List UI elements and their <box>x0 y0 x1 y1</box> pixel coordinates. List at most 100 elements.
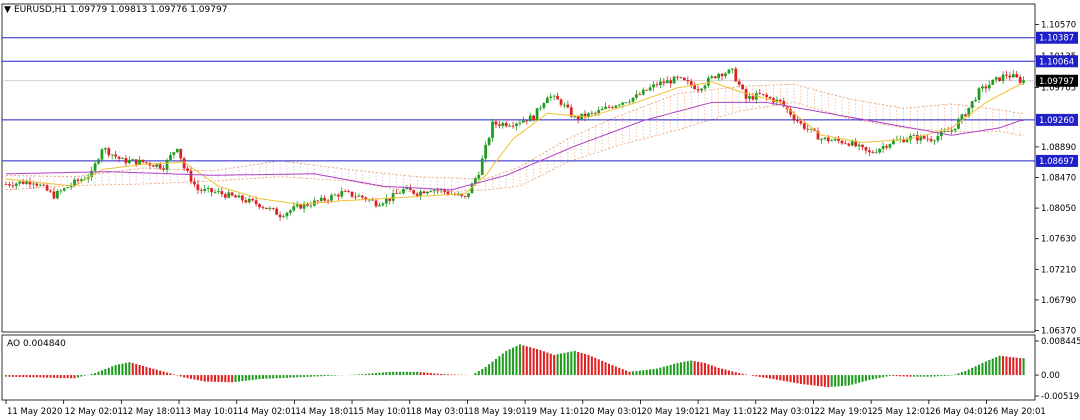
candle[interactable] <box>484 141 488 163</box>
candle[interactable] <box>402 187 405 195</box>
candle[interactable] <box>289 209 292 216</box>
candle[interactable] <box>960 113 964 124</box>
candle[interactable] <box>713 75 717 79</box>
candle[interactable] <box>121 156 124 159</box>
candle[interactable] <box>76 177 80 185</box>
candle[interactable] <box>953 128 957 133</box>
candle[interactable] <box>888 143 892 150</box>
candle[interactable] <box>761 93 765 97</box>
candle[interactable] <box>518 119 522 127</box>
candle[interactable] <box>802 121 806 131</box>
candle[interactable] <box>343 189 347 192</box>
candle[interactable] <box>655 81 659 88</box>
candle[interactable] <box>395 189 398 194</box>
candle[interactable] <box>32 181 35 189</box>
candle[interactable] <box>744 87 748 103</box>
candle[interactable] <box>967 107 971 118</box>
candle[interactable] <box>741 84 744 91</box>
candle[interactable] <box>662 77 666 87</box>
candle[interactable] <box>52 187 56 200</box>
candle[interactable] <box>93 160 97 174</box>
candle[interactable] <box>535 108 539 121</box>
candle[interactable] <box>480 155 484 176</box>
candle[interactable] <box>97 158 100 166</box>
candle[interactable] <box>189 166 193 185</box>
candle[interactable] <box>696 85 700 94</box>
candle[interactable] <box>28 177 32 189</box>
candle[interactable] <box>1011 69 1015 78</box>
candle[interactable] <box>186 166 189 173</box>
candle[interactable] <box>151 164 155 167</box>
candle[interactable] <box>994 76 998 83</box>
candle[interactable] <box>199 187 203 194</box>
candle[interactable] <box>659 77 662 89</box>
candle[interactable] <box>271 207 275 211</box>
candle[interactable] <box>227 189 231 199</box>
candle[interactable] <box>837 135 840 144</box>
candle[interactable] <box>11 181 15 189</box>
candle[interactable] <box>970 101 974 112</box>
candle[interactable] <box>614 104 618 109</box>
candle[interactable] <box>388 198 392 205</box>
candle[interactable] <box>508 123 512 128</box>
candle[interactable] <box>217 187 220 195</box>
candle[interactable] <box>66 186 70 189</box>
candle[interactable] <box>593 111 597 117</box>
candle[interactable] <box>8 182 11 188</box>
candle[interactable] <box>220 187 224 198</box>
chevron-down-icon[interactable]: ▼ <box>4 5 11 15</box>
candle[interactable] <box>857 142 861 151</box>
candle[interactable] <box>981 84 984 93</box>
candle[interactable] <box>127 156 131 165</box>
candle[interactable] <box>768 95 772 99</box>
candle[interactable] <box>583 110 587 122</box>
candle[interactable] <box>532 114 536 122</box>
candle[interactable] <box>566 100 570 109</box>
candle[interactable] <box>751 92 755 101</box>
candle[interactable] <box>80 177 83 183</box>
candle[interactable] <box>545 95 549 104</box>
candle[interactable] <box>258 203 261 210</box>
candle[interactable] <box>165 158 169 174</box>
candle[interactable] <box>521 116 525 123</box>
candle[interactable] <box>710 74 714 80</box>
candle[interactable] <box>268 205 272 212</box>
candle[interactable] <box>103 147 107 154</box>
candle[interactable] <box>854 138 858 148</box>
candle[interactable] <box>110 154 114 160</box>
candle[interactable] <box>840 139 844 145</box>
candle[interactable] <box>422 189 426 194</box>
candle[interactable] <box>172 151 176 159</box>
candle[interactable] <box>706 75 710 88</box>
candle[interactable] <box>419 189 422 200</box>
candle[interactable] <box>1022 76 1025 85</box>
candle[interactable] <box>477 171 481 181</box>
candle[interactable] <box>463 195 467 199</box>
candle[interactable] <box>62 187 66 192</box>
candle[interactable] <box>809 128 813 133</box>
candle[interactable] <box>282 213 285 219</box>
candle[interactable] <box>987 80 991 91</box>
candle[interactable] <box>847 142 851 147</box>
candle[interactable] <box>59 188 63 195</box>
candle[interactable] <box>693 81 697 90</box>
candle[interactable] <box>25 179 28 185</box>
candle[interactable] <box>816 127 820 140</box>
candle[interactable] <box>874 148 878 154</box>
candle[interactable] <box>864 146 868 155</box>
candle[interactable] <box>381 202 385 208</box>
candle[interactable] <box>35 181 39 188</box>
candle[interactable] <box>497 121 501 129</box>
candle[interactable] <box>234 194 237 198</box>
candle[interactable] <box>4 181 8 185</box>
candle[interactable] <box>758 89 762 95</box>
candle[interactable] <box>391 189 395 205</box>
candle[interactable] <box>18 181 22 186</box>
candle[interactable] <box>374 198 378 209</box>
candle[interactable] <box>131 158 135 161</box>
candle[interactable] <box>141 159 145 164</box>
candle[interactable] <box>247 196 251 205</box>
candle[interactable] <box>926 134 930 142</box>
candle[interactable] <box>56 188 59 200</box>
candle[interactable] <box>384 194 388 208</box>
